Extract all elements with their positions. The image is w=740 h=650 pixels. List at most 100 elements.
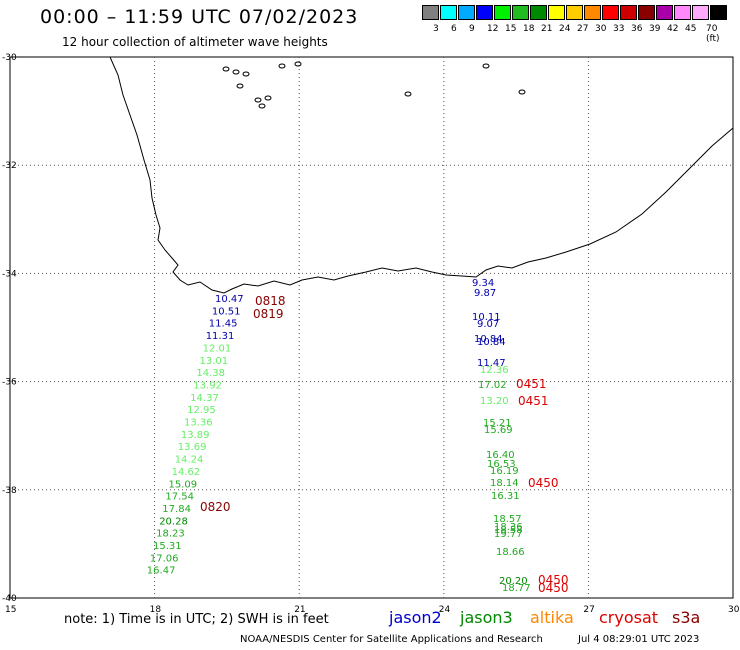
swh-label: 12.01 <box>203 343 232 354</box>
swh-label: 14.38 <box>196 368 225 379</box>
legend-swatch <box>530 5 547 20</box>
legend-swatch <box>710 5 727 20</box>
island-shape <box>264 95 272 101</box>
lat-tick-label: -34 <box>2 269 17 279</box>
legend-label: 15 <box>505 24 517 34</box>
lat-tick-label: -38 <box>2 486 17 496</box>
swh-label: 15.09 <box>169 479 198 490</box>
legend-label: 18 <box>523 24 535 34</box>
legend-label: 3 <box>433 24 439 34</box>
island-shape <box>518 89 526 95</box>
swh-label: 10.51 <box>212 306 241 317</box>
legend-label: 9 <box>469 24 475 34</box>
legend-swatch <box>566 5 583 20</box>
swh-label: 17.84 <box>162 504 191 515</box>
island-shape <box>254 97 262 103</box>
credit-text: NOAA/NESDIS Center for Satellite Applica… <box>240 634 543 645</box>
swh-label: 20.20 <box>499 576 528 587</box>
legend-swatch <box>458 5 475 20</box>
swh-label: 18.57 <box>493 514 522 525</box>
page-title: 00:00 – 11:59 UTC 07/02/2023 <box>40 6 359 28</box>
island-shape <box>242 71 250 77</box>
coastline <box>109 56 734 294</box>
swh-label: 13.89 <box>181 430 210 441</box>
time-label: 0819 <box>253 307 284 321</box>
legend-label: 45 <box>685 24 697 34</box>
swh-label: 9.87 <box>474 288 496 299</box>
lat-tick-label: -30 <box>2 53 17 63</box>
satellite-jason3: jason3 <box>460 608 513 627</box>
lat-tick-label: -40 <box>2 594 17 604</box>
island-shape <box>294 61 302 67</box>
legend-label: 36 <box>631 24 643 34</box>
swh-label: 18.36 <box>494 522 523 533</box>
satellite-s3a: s3a <box>672 608 701 627</box>
swh-label: 18.58 <box>494 525 523 536</box>
lon-tick-label: 15 <box>5 605 16 615</box>
swh-label: 17.02 <box>478 380 507 391</box>
legend-swatch <box>440 5 457 20</box>
legend-swatch <box>692 5 709 20</box>
swh-label: 16.19 <box>490 466 519 477</box>
island-shape <box>236 83 244 89</box>
swh-label: 15.69 <box>484 425 513 436</box>
swh-label: 15.21 <box>483 418 512 429</box>
legend-swatch <box>584 5 601 20</box>
legend-swatch <box>512 5 529 20</box>
swh-label: 16.31 <box>491 491 520 502</box>
legend-swatch <box>620 5 637 20</box>
swh-label: 18.66 <box>496 547 525 558</box>
legend-swatch <box>422 5 439 20</box>
swh-label: 13.20 <box>480 396 509 407</box>
legend-label: 27 <box>577 24 589 34</box>
swh-label: 13.01 <box>200 356 229 367</box>
legend-label: 24 <box>559 24 571 34</box>
time-label: 0818 <box>255 294 286 308</box>
swh-label: 11.31 <box>206 331 235 342</box>
legend-label: 70 (ft) <box>706 24 720 44</box>
swh-label: 11.47 <box>477 358 506 369</box>
page-subtitle: 12 hour collection of altimeter wave hei… <box>62 35 328 49</box>
swh-label: 18.23 <box>156 529 185 540</box>
legend-label: 33 <box>613 24 625 34</box>
swh-label: 16.53 <box>487 459 516 470</box>
swh-label: 18.14 <box>490 478 519 489</box>
lat-tick-label: -32 <box>2 161 17 171</box>
swh-label: 19.77 <box>494 529 523 540</box>
legend-label: 6 <box>451 24 457 34</box>
legend-swatch <box>476 5 493 20</box>
swh-label: 17.54 <box>165 492 194 503</box>
coastline-path <box>109 56 734 294</box>
lon-tick-label: 30 <box>728 605 740 615</box>
swh-label: 11.45 <box>209 319 238 330</box>
lon-tick-label: 18 <box>150 605 162 615</box>
swh-label: 13.69 <box>178 442 207 453</box>
swh-label: 18.77 <box>502 583 531 594</box>
legend-swatch <box>548 5 565 20</box>
swh-label: 17.06 <box>150 553 179 564</box>
swh-label: 12.95 <box>187 405 216 416</box>
swh-label: 9.07 <box>477 319 499 330</box>
swh-label: 13.36 <box>184 418 213 429</box>
lon-tick-label: 24 <box>439 605 451 615</box>
legend-swatch <box>494 5 511 20</box>
swh-label: 15.31 <box>153 541 182 552</box>
legend-label: 39 <box>649 24 661 34</box>
island-shape <box>232 69 240 75</box>
legend-swatch <box>638 5 655 20</box>
time-label: 0451 <box>516 377 547 391</box>
island-shape <box>258 103 266 109</box>
swh-label: 14.37 <box>190 393 219 404</box>
swh-label: 10.11 <box>472 312 501 323</box>
lat-tick-label: -36 <box>2 378 17 388</box>
island-shape <box>482 63 490 69</box>
swh-label: 16.40 <box>486 450 515 461</box>
time-label: 0450 <box>538 573 569 587</box>
swh-label: 10.47 <box>215 294 244 305</box>
satellite-jason2: jason2 <box>389 608 442 627</box>
legend-swatch <box>602 5 619 20</box>
swh-label: 13.92 <box>193 380 222 391</box>
satellite-cryosat: cryosat <box>599 608 659 627</box>
lon-tick-label: 27 <box>583 605 594 615</box>
